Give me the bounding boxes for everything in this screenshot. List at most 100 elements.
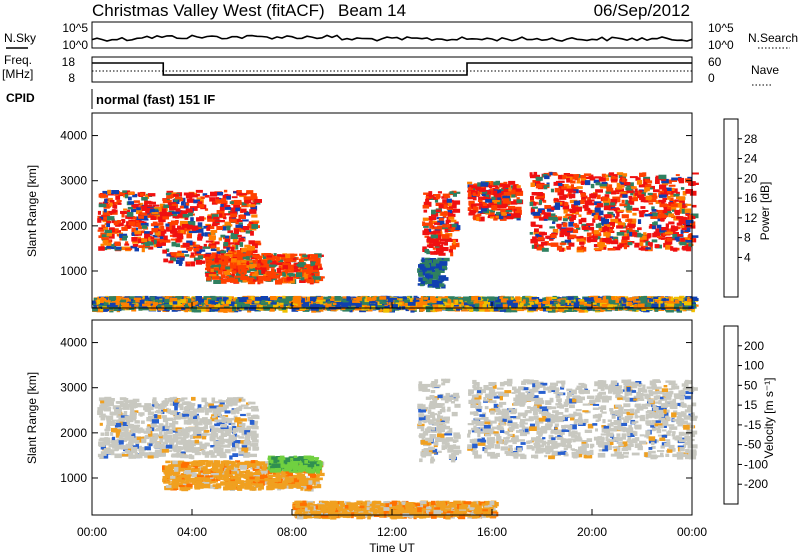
power-cell-1128 <box>235 272 244 277</box>
power-cell-4639 <box>339 299 347 302</box>
power-cell-2077 <box>613 236 619 241</box>
power-cell-39 <box>102 190 110 195</box>
power-cell-1874 <box>564 185 572 189</box>
power-cell-380 <box>204 208 209 211</box>
power-cell-1018 <box>305 264 311 268</box>
power-cell-631 <box>173 193 179 197</box>
power-cell-2449 <box>610 202 616 206</box>
power-cell-1811 <box>473 206 479 211</box>
power-cell-2523 <box>657 214 662 219</box>
power-cell-2544 <box>550 234 557 239</box>
power-cell-363 <box>182 197 186 203</box>
power-cell-1393 <box>449 223 457 228</box>
power-cell-284 <box>160 213 166 217</box>
power-cell-374 <box>219 206 225 211</box>
power-cell-192 <box>136 222 142 227</box>
noise-left-tick-bottom: 10^0 <box>62 38 88 52</box>
power-cell-4280 <box>190 304 196 309</box>
power-cell-1084 <box>231 272 235 277</box>
power-cell-149 <box>103 203 110 209</box>
power-cell-303 <box>151 211 159 215</box>
power-cell-2461 <box>603 214 608 218</box>
power-cell-296 <box>155 231 161 236</box>
power-cell-413 <box>190 217 194 222</box>
power-cell-1358 <box>431 226 438 230</box>
power-cell-1715 <box>487 205 493 208</box>
power-cell-747 <box>243 196 251 200</box>
power-cell-2011 <box>588 174 594 178</box>
power-cell-692 <box>169 206 174 210</box>
power-cell-603 <box>173 198 178 202</box>
power-cell-752 <box>162 249 167 254</box>
power-cell-2224 <box>625 199 629 205</box>
power-cell-2098 <box>575 227 581 230</box>
power-cell-1938 <box>640 191 646 197</box>
power-cell-2568 <box>662 197 667 200</box>
power-cell-2517 <box>627 223 636 228</box>
power-cell-1659 <box>514 188 522 192</box>
power-cell-4235 <box>494 297 499 302</box>
power-cell-2531 <box>632 212 637 216</box>
power-cell-2496 <box>598 246 604 250</box>
power-cell-1843 <box>627 200 635 205</box>
power-cell-1123 <box>242 256 250 260</box>
power-cell-3857 <box>572 295 578 300</box>
power-cell-1578 <box>494 203 501 209</box>
power-cell-1865 <box>567 237 571 241</box>
power-cell-335 <box>216 210 225 215</box>
power-cell-4703 <box>590 302 597 305</box>
power-cell-269 <box>159 211 166 215</box>
power-cell-2471 <box>582 205 589 209</box>
power-cell-1332 <box>425 198 430 203</box>
power-cell-2548 <box>535 196 539 199</box>
power-cell-2245 <box>593 234 598 239</box>
power-cell-2992 <box>504 307 512 313</box>
power-cell-1318 <box>451 242 460 248</box>
power-cell-1825 <box>612 246 621 251</box>
power-cell-2524 <box>594 214 598 220</box>
power-cell-2002 <box>626 210 632 213</box>
power-cell-4913 <box>273 303 278 308</box>
power-cell-1087 <box>224 258 229 263</box>
power-cell-2174 <box>643 232 647 236</box>
power-cell-1444 <box>448 249 453 253</box>
power-cell-2212 <box>563 215 568 218</box>
power-cell-1114 <box>268 274 277 279</box>
power-cell-1644 <box>508 205 516 211</box>
power-cell-2474 <box>584 180 591 186</box>
power-cell-1996 <box>553 198 559 202</box>
power-cell-2166 <box>601 222 607 226</box>
power-cell-4391 <box>654 307 659 312</box>
power-cell-1182 <box>231 270 237 274</box>
power-cell-2437 <box>651 225 656 230</box>
power-cell-634 <box>247 224 256 228</box>
power-cell-1792 <box>497 199 502 205</box>
power-cell-696 <box>210 230 215 236</box>
power-cell-1853 <box>620 181 628 186</box>
power-cell-4874 <box>679 306 685 311</box>
power-cell-568 <box>235 224 243 229</box>
power-cell-2479 <box>551 232 558 236</box>
power-cell-1250 <box>220 267 228 270</box>
power-cell-2337 <box>678 219 686 225</box>
power-cell-1321 <box>433 194 441 197</box>
power-cell-104 <box>124 194 129 199</box>
power-cell-2121 <box>530 209 535 213</box>
power-cell-69 <box>135 209 143 215</box>
power-cell-2127 <box>533 231 542 235</box>
power-cell-2105 <box>639 213 644 218</box>
power-cell-217 <box>140 193 144 197</box>
power-cell-2296 <box>674 236 680 241</box>
power-cell-437 <box>210 226 215 229</box>
power-cell-2384 <box>553 205 561 210</box>
power-cell-1509 <box>424 273 431 276</box>
power-cell-403 <box>231 196 238 199</box>
power-cell-719 <box>213 216 220 220</box>
power-cell-2129 <box>655 228 661 233</box>
power-cell-531 <box>241 202 247 206</box>
power-cell-742 <box>233 229 239 234</box>
power-cell-1258 <box>229 264 237 269</box>
power-cell-450 <box>235 207 240 212</box>
power-cell-552 <box>198 255 204 260</box>
